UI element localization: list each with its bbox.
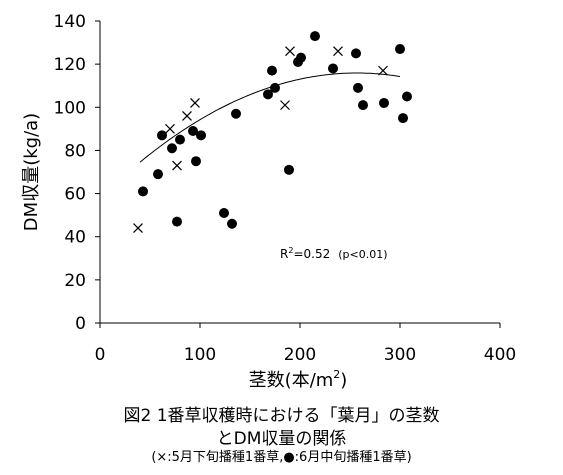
cross-point xyxy=(190,98,200,108)
y-tick-label: 40 xyxy=(64,228,86,248)
dot-point xyxy=(188,126,198,137)
cross-point xyxy=(165,123,175,134)
cross-point xyxy=(172,160,182,171)
axes xyxy=(95,20,501,328)
dot-point xyxy=(167,143,177,154)
dot-point xyxy=(175,134,185,145)
y-tick-label: 100 xyxy=(54,98,86,118)
cross-point xyxy=(285,46,295,57)
figure-caption-line2: とDM収量の関係 xyxy=(216,429,347,449)
annotation-r: R xyxy=(280,247,288,261)
dot-point xyxy=(263,89,273,100)
cross-point xyxy=(280,100,290,111)
annotation-p-value: (p<0.01) xyxy=(338,248,387,261)
dot-point xyxy=(358,100,368,111)
y-tick-label: 20 xyxy=(64,271,86,291)
dot-point xyxy=(138,186,148,197)
y-tick-label: 0 xyxy=(75,314,86,334)
y-tick-label: 140 xyxy=(54,12,86,32)
dot-point xyxy=(153,169,163,180)
x-tick-label: 100 xyxy=(184,345,216,365)
dot-point xyxy=(219,207,229,218)
x-tick-label: 0 xyxy=(95,345,106,365)
trendline xyxy=(139,72,401,163)
x-axis-label-exponent: 2 xyxy=(333,368,340,381)
y-tick-label: 60 xyxy=(64,185,86,205)
dot-point xyxy=(196,130,206,141)
dot-point xyxy=(284,164,294,175)
r-squared-annotation: R2=0.52 (p<0.01) xyxy=(280,246,388,261)
dot-point xyxy=(157,130,167,141)
y-tick-label: 120 xyxy=(54,55,86,75)
scatter-chart: 0 20 40 60 80 100 120 140 0 100 200 300 400 DM収量(kg/… xyxy=(21,12,517,391)
y-tick-label: 80 xyxy=(64,141,86,161)
cross-point xyxy=(133,223,143,234)
dot-point xyxy=(231,108,241,119)
dot-point xyxy=(351,48,361,59)
dot-point xyxy=(395,44,405,55)
trendline-curve xyxy=(139,72,401,163)
x-axis-label-close: ) xyxy=(340,370,347,391)
dot-point xyxy=(379,97,389,108)
x-axis-label-main: 茎数(本/m xyxy=(249,370,334,391)
annotation-value: =0.52 xyxy=(293,247,330,261)
dot-point xyxy=(227,218,237,229)
data-points xyxy=(133,31,412,234)
cross-point xyxy=(333,46,343,57)
annotation-r-exponent: 2 xyxy=(288,246,293,255)
dot-point xyxy=(328,63,338,74)
dot-point xyxy=(172,216,182,227)
dot-point xyxy=(402,91,412,102)
x-tick-label: 400 xyxy=(484,345,516,365)
dot-point xyxy=(310,31,320,42)
dot-point xyxy=(353,82,363,93)
dot-point xyxy=(191,156,201,167)
cross-point xyxy=(378,65,388,76)
dot-point xyxy=(267,65,277,76)
x-axis-label: 茎数(本/m2) xyxy=(249,368,348,391)
tick-labels: 0 20 40 60 80 100 120 140 0 100 200 300 400 xyxy=(54,12,517,365)
figure-caption-line1: 図2 1番草収穫時における「葉月」の茎数 xyxy=(123,406,440,426)
dot-point xyxy=(270,82,280,93)
dot-point xyxy=(398,113,408,124)
cross-point xyxy=(182,110,192,121)
y-axis-label: DM収量(kg/a) xyxy=(21,113,42,231)
dot-point xyxy=(296,52,306,63)
x-tick-label: 300 xyxy=(384,345,416,365)
figure-caption-legend: (×:5月下旬播種1番草,●:6月中旬播種1番草) xyxy=(151,450,412,465)
x-tick-label: 200 xyxy=(284,345,316,365)
